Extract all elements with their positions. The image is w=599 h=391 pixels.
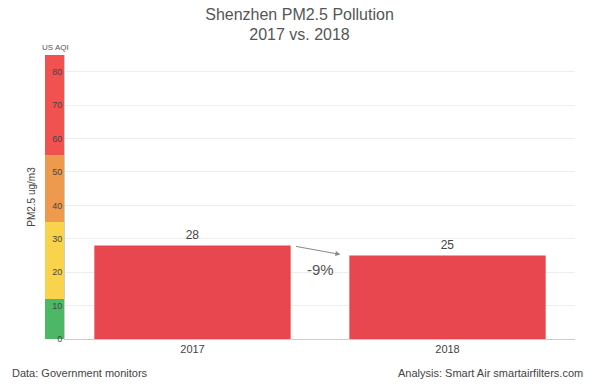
svg-text:Shenzhen PM2.5 Pollution2017 v: Shenzhen PM2.5 Pollution2017 vs. 2018 (205, 6, 394, 44)
svg-text:60: 60 (52, 134, 62, 144)
svg-text:50: 50 (52, 167, 62, 177)
svg-text:0: 0 (57, 334, 62, 344)
svg-text:-9%: -9% (307, 261, 334, 278)
svg-text:10: 10 (52, 301, 62, 311)
svg-text:US AQI: US AQI (42, 43, 69, 52)
svg-text:2017: 2017 (180, 343, 204, 355)
svg-text:2018: 2018 (435, 343, 459, 355)
svg-text:20: 20 (52, 267, 62, 277)
svg-text:25: 25 (441, 238, 455, 252)
svg-text:PM2.5 ug/m3: PM2.5 ug/m3 (26, 167, 37, 227)
svg-text:28: 28 (186, 228, 200, 242)
svg-text:40: 40 (52, 201, 62, 211)
svg-text:Analysis: Smart Air smartairfi: Analysis: Smart Air smartairfilters.com (398, 367, 583, 379)
svg-text:Data: Government monitors: Data: Government monitors (12, 367, 148, 379)
svg-text:30: 30 (52, 234, 62, 244)
svg-text:70: 70 (52, 100, 62, 110)
svg-text:80: 80 (52, 67, 62, 77)
